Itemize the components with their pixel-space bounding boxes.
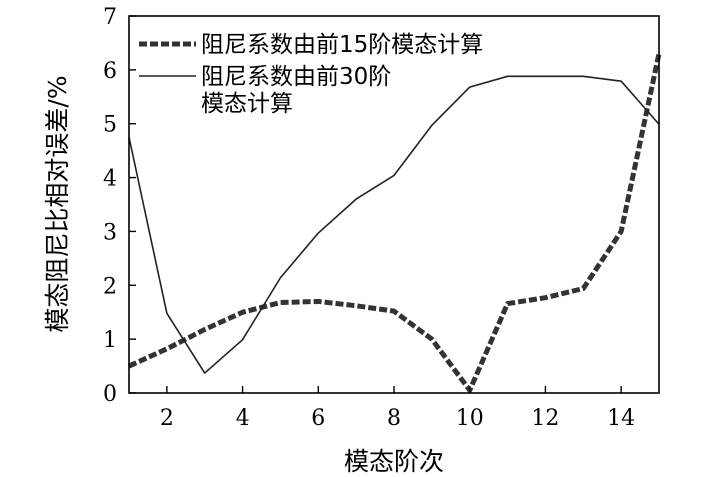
y-tick-label-5: 5 [103, 113, 117, 138]
x-tick-label-14: 14 [607, 406, 635, 431]
y-tick-label-4: 4 [103, 167, 117, 192]
x-tick-label-4: 4 [236, 406, 250, 431]
y-tick-label-6: 6 [103, 59, 117, 84]
legend-label-series-2: 阻尼系数由前30阶 [201, 64, 391, 90]
series-line-1 [127, 53, 662, 393]
x-tick-label-10: 10 [456, 406, 484, 431]
x-tick-label-12: 12 [531, 406, 559, 431]
y-axis: 0 1 2 3 4 5 6 7 [103, 5, 136, 407]
legend-label-series-2-line-2: 模态计算 [201, 91, 293, 117]
series-line-2 [128, 75, 660, 374]
y-tick-label-7: 7 [103, 5, 117, 30]
y-tick-label-0: 0 [103, 382, 117, 407]
y-tick-label-3: 3 [103, 220, 117, 245]
x-tick-label-8: 8 [387, 406, 401, 431]
plot-lines [127, 53, 662, 393]
y-tick-label-2: 2 [103, 274, 117, 299]
x-axis-title: 模态阶次 [344, 447, 444, 476]
x-axis: 2 4 6 8 10 12 14 [160, 386, 635, 431]
x-tick-label-2: 2 [160, 406, 174, 431]
legend: 阻尼系数由前15阶模态计算 阻尼系数由前30阶 模态计算 [139, 32, 483, 117]
y-axis-title: 模态阻尼比相对误差/% [43, 75, 72, 332]
legend-label-series-1: 阻尼系数由前15阶模态计算 [201, 32, 483, 58]
x-tick-label-6: 6 [311, 406, 325, 431]
y-tick-label-1: 1 [103, 328, 117, 353]
